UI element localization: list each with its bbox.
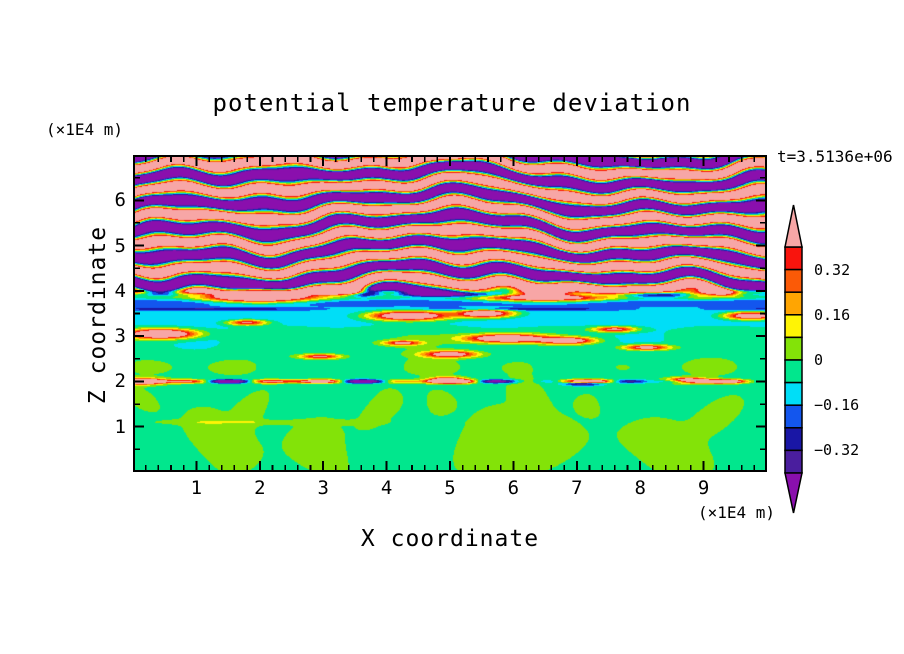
x-tick-label: 2 bbox=[254, 477, 266, 499]
colorbar-segment bbox=[784, 404, 803, 429]
x-tick-label: 5 bbox=[444, 477, 456, 499]
z-tick-label: 6 bbox=[114, 189, 126, 212]
colorbar-tick-label: 0.16 bbox=[814, 305, 851, 324]
x-axis-title: X coordinate bbox=[360, 526, 540, 552]
colorbar-tick-label: 0 bbox=[814, 351, 824, 369]
z-tick-label: 3 bbox=[114, 325, 126, 348]
colorbar-segment bbox=[784, 291, 803, 316]
x-tick-label: 1 bbox=[190, 477, 203, 499]
x-tick-label: 7 bbox=[571, 477, 583, 499]
x-tick-label: 6 bbox=[507, 477, 520, 499]
z-tick-label: 2 bbox=[114, 370, 126, 393]
x-tick-label: 4 bbox=[380, 477, 393, 499]
colorbar-segment bbox=[784, 427, 803, 452]
z-tick-label: 4 bbox=[114, 279, 126, 302]
colorbar-segment bbox=[784, 268, 803, 293]
colorbar-segment bbox=[784, 314, 803, 339]
x-tick-label: 9 bbox=[697, 477, 710, 499]
z-axis-unit-label: (×1E4 m) bbox=[46, 120, 124, 139]
page-title: potential temperature deviation bbox=[212, 89, 692, 117]
colorbar-segment bbox=[784, 336, 803, 361]
time-annotation: t=3.5136e+06 bbox=[777, 147, 893, 166]
colorbar-segment bbox=[784, 449, 803, 474]
heatmap-field bbox=[133, 155, 767, 472]
colorbar-over-arrow bbox=[784, 204, 803, 248]
x-tick-label: 3 bbox=[317, 477, 329, 499]
colorbar-tick-label: −0.32 bbox=[814, 441, 860, 460]
colorbar-under-arrow bbox=[784, 472, 803, 514]
colorbar-tick-label: −0.16 bbox=[814, 396, 860, 415]
colorbar-segment bbox=[784, 246, 803, 271]
colorbar-segment bbox=[784, 359, 803, 384]
x-tick-label: 8 bbox=[634, 477, 646, 499]
z-tick-label: 1 bbox=[114, 415, 126, 438]
x-axis-unit-label: (×1E4 m) bbox=[697, 503, 775, 522]
z-tick-label: 5 bbox=[114, 234, 126, 257]
colorbar-tick-label: 0.32 bbox=[814, 260, 851, 279]
plot-frame bbox=[133, 155, 767, 472]
colorbar-segment bbox=[784, 381, 803, 406]
